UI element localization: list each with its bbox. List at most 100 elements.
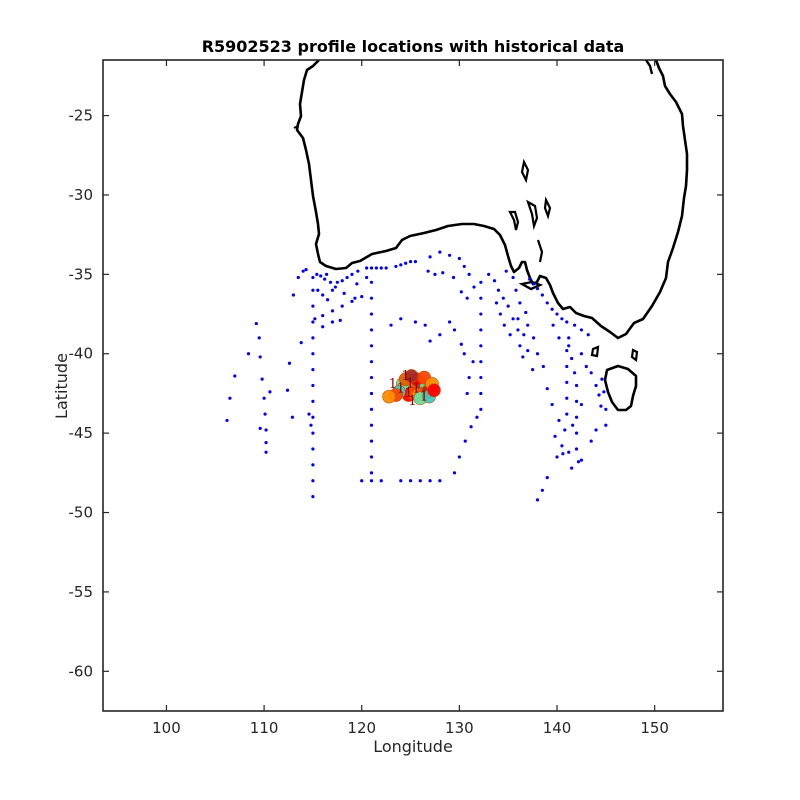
y-tick-label: -30 [69, 186, 94, 204]
historical-point [565, 364, 569, 369]
historical-point [315, 272, 319, 276]
historical-point [487, 272, 491, 276]
historical-point [374, 266, 378, 270]
historical-point [457, 455, 461, 459]
historical-point [369, 266, 374, 270]
historical-point [570, 356, 574, 361]
historical-point [264, 441, 268, 445]
historical-point [555, 455, 559, 459]
historical-point [260, 377, 264, 381]
y-tick-label: -60 [69, 662, 94, 680]
historical-point [594, 383, 598, 388]
historical-point [324, 272, 329, 276]
historical-point [531, 368, 535, 372]
historical-point [506, 304, 510, 308]
historical-point [535, 498, 540, 502]
float-profile-point [382, 389, 396, 404]
historical-point [516, 328, 520, 332]
historical-point [594, 428, 598, 432]
historical-point [369, 391, 374, 396]
historical-point [561, 452, 565, 456]
historical-point [567, 336, 571, 340]
historical-point [355, 282, 359, 286]
historical-point [560, 444, 564, 448]
historical-point [501, 296, 505, 300]
historical-point [423, 323, 427, 327]
historical-point [394, 264, 398, 269]
x-tick-label: 130 [445, 719, 474, 737]
historical-point [531, 282, 536, 286]
historical-point [369, 407, 374, 411]
historical-point [428, 339, 432, 343]
historical-point [258, 426, 262, 430]
plot-frame [102, 59, 724, 712]
historical-point [545, 387, 549, 391]
historical-point [369, 439, 374, 443]
tasmania [603, 364, 638, 412]
historical-point [508, 333, 512, 337]
historical-point [369, 471, 374, 475]
historical-point [579, 458, 584, 462]
historical-point [448, 320, 452, 324]
historical-point [304, 267, 308, 272]
historical-point [413, 320, 418, 324]
historical-point [565, 412, 569, 416]
historical-point [438, 250, 442, 254]
historical-point [545, 475, 549, 480]
historical-point [535, 287, 540, 291]
historical-point [258, 355, 262, 359]
historical-point [567, 344, 571, 348]
profile-label: 1 [408, 394, 416, 409]
historical-point [338, 318, 342, 322]
historical-point [511, 317, 515, 321]
profile-label: 1 [406, 377, 414, 392]
historical-point [462, 264, 466, 269]
historical-point [504, 269, 508, 273]
historical-point [323, 277, 327, 281]
historical-point [311, 288, 315, 292]
kangaroo-island [518, 280, 544, 291]
island-west [293, 125, 299, 129]
historical-point [479, 375, 483, 380]
historical-point [389, 323, 393, 327]
historical-point [452, 328, 457, 332]
historical-point [360, 479, 364, 483]
historical-point [553, 434, 557, 438]
historical-point [350, 299, 354, 303]
profile-label: 1 [404, 386, 412, 401]
historical-point [572, 371, 577, 375]
chart-title: R5902523 profile locations with historic… [202, 37, 625, 56]
historical-point [369, 423, 374, 427]
historical-point [311, 320, 315, 324]
historical-point [369, 328, 374, 332]
historical-point [319, 274, 323, 278]
historical-point [369, 280, 374, 284]
historical-point [579, 328, 584, 332]
historical-point [257, 336, 261, 340]
historical-point [233, 374, 237, 378]
historical-point [325, 298, 330, 302]
historical-point [311, 352, 315, 356]
historical-point [574, 383, 579, 388]
historical-point [524, 310, 528, 315]
historical-point [479, 391, 483, 396]
historical-point [514, 288, 518, 292]
x-tick-label: 110 [250, 719, 279, 737]
historical-point [330, 309, 335, 313]
historical-point [311, 399, 315, 403]
historical-point [535, 352, 540, 356]
historical-point [311, 479, 315, 483]
historical-point [448, 253, 452, 257]
y-axis: -25 -30 -35 -40 -45 -50 -55 -60 [69, 107, 723, 680]
coastline-lake-2 [543, 196, 552, 220]
historical-point [408, 260, 413, 264]
historical-point [404, 261, 408, 265]
historical-point [604, 423, 608, 427]
historical-point [369, 375, 374, 380]
historical-point [502, 323, 506, 327]
historical-point [311, 495, 315, 499]
float-profile-point [404, 369, 419, 383]
historical-point [433, 272, 437, 276]
historical-point [467, 375, 471, 380]
